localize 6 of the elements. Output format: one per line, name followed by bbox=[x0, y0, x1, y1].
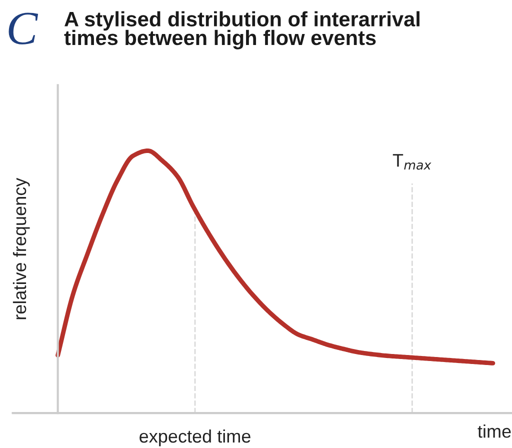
annotation: T$_{max}$ bbox=[392, 154, 432, 170]
y-axis-title: relative frequency bbox=[12, 178, 30, 320]
chart-title: A stylised distribution of interarrival times between high flow events bbox=[64, 11, 420, 50]
text: C bbox=[8, 12, 38, 44]
text: expected time bbox=[140, 429, 250, 446]
x-axis-title: time bbox=[478, 424, 511, 438]
